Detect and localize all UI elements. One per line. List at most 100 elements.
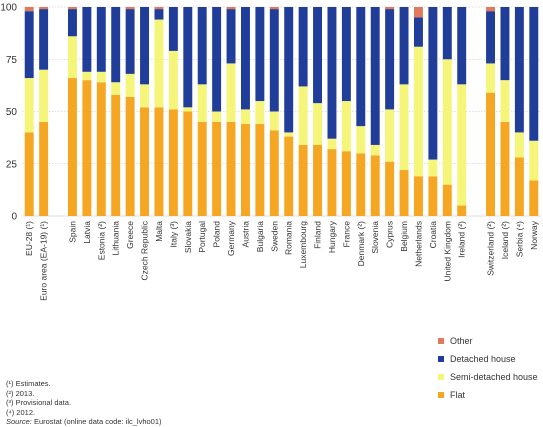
bar-segment-semi-detached-house xyxy=(212,111,222,122)
legend-swatch-flat xyxy=(438,392,444,398)
x-tick-label: Iceland (²) xyxy=(500,221,510,259)
footnote-estimates: (¹) Estimates. xyxy=(6,379,51,388)
x-tick-label: Hungary xyxy=(327,220,337,253)
bar-segment-semi-detached-house xyxy=(486,63,496,93)
bar-segment-flat xyxy=(486,92,496,216)
bar-segment-semi-detached-house xyxy=(385,109,395,162)
bar-segment-other xyxy=(385,7,395,10)
x-tick-label: Italy (³) xyxy=(168,221,178,248)
bar-segment-semi-detached-house xyxy=(226,63,236,122)
bar-segment-flat xyxy=(212,121,222,216)
bar-segment-flat xyxy=(240,124,250,216)
bar-segment-detached-house xyxy=(313,7,323,104)
bar-segment-flat xyxy=(269,130,279,216)
footnote-2013: (²) 2013. xyxy=(6,388,35,398)
bar-segment-detached-house xyxy=(284,7,294,133)
bar-segment-flat xyxy=(39,121,49,216)
x-tick-label: Netherlands xyxy=(413,221,423,267)
legend-swatch-other xyxy=(438,338,444,344)
x-tick-label: Spain xyxy=(67,221,77,243)
bar-segment-detached-house xyxy=(197,7,207,85)
x-tick-label: United Kingdom xyxy=(442,221,452,281)
bar-segment-flat xyxy=(226,121,236,216)
bar-segment-detached-house xyxy=(442,7,452,60)
bar-segment-detached-house xyxy=(356,7,366,127)
bar-segment-other xyxy=(125,7,135,10)
legend: Other Detached house Semi-detached house… xyxy=(438,332,538,404)
bar-segment-flat xyxy=(298,144,308,216)
bar-segment-detached-house xyxy=(413,17,423,47)
bar-segment-flat xyxy=(67,78,77,216)
footnote-provisional: (³) Provisional data. xyxy=(6,398,72,407)
x-tick-label: EU-28 (¹) xyxy=(24,221,34,256)
bar-segment-flat xyxy=(356,153,366,216)
bar-segment-semi-detached-house xyxy=(39,69,49,122)
bar-segment-flat xyxy=(96,82,106,217)
x-tick-label: Finland xyxy=(313,221,323,249)
bar-segment-semi-detached-house xyxy=(154,19,164,108)
bar-segment-flat xyxy=(370,155,380,216)
bar-segment-other xyxy=(226,7,236,10)
x-tick-label: Germany xyxy=(226,220,236,256)
x-tick-label: Sweden xyxy=(269,221,279,252)
bar-segment-semi-detached-house xyxy=(140,84,150,108)
bar-segment-semi-detached-house xyxy=(370,144,380,156)
bar-segment-flat xyxy=(111,94,121,216)
bar-segment-semi-detached-house xyxy=(298,86,308,145)
x-tick-label: Portugal xyxy=(197,221,207,253)
x-tick-label: Romania xyxy=(284,221,294,255)
bar-segment-other xyxy=(39,7,49,10)
y-tick-label: 100 xyxy=(0,3,17,14)
bar-segment-flat xyxy=(442,184,452,216)
bar-segment-flat xyxy=(125,96,135,216)
bar-segment-flat xyxy=(24,132,34,216)
bar-segment-detached-house xyxy=(24,11,34,79)
y-tick-label: 75 xyxy=(6,55,18,66)
bar-segment-detached-house xyxy=(168,7,178,51)
bar-segment-detached-house xyxy=(39,9,49,70)
bar-segment-flat xyxy=(514,157,524,216)
x-tick-label: Austria xyxy=(240,221,250,248)
bar-segment-detached-house xyxy=(125,9,135,74)
bar-segment-other xyxy=(486,7,496,12)
x-tick-label: Czech Republic xyxy=(140,220,150,280)
bar-segment-semi-detached-house xyxy=(255,101,265,125)
bar-segment-detached-house xyxy=(226,9,236,64)
x-tick-label: Cyprus xyxy=(385,221,395,248)
bar-segment-other xyxy=(154,7,164,10)
bar-segment-detached-house xyxy=(96,7,106,72)
x-tick-label: Serbia (⁴) xyxy=(514,221,524,257)
bar-segment-flat xyxy=(457,205,467,216)
bar-segment-semi-detached-house xyxy=(82,71,92,81)
source-label: Source: xyxy=(6,417,32,426)
bar-segment-detached-house xyxy=(269,9,279,112)
bar-segment-semi-detached-house xyxy=(111,82,121,95)
x-tick-label: France xyxy=(341,221,351,248)
bar-segment-semi-detached-house xyxy=(96,71,106,83)
legend-label-detached: Detached house xyxy=(450,354,516,364)
x-tick-label: Slovakia xyxy=(183,221,193,253)
bar-segment-detached-house xyxy=(111,7,121,83)
source-text: Eurostat (online data code: ilc_lvho01) xyxy=(31,417,162,426)
bar-segment-detached-house xyxy=(212,7,222,112)
bar-segment-flat xyxy=(284,136,294,216)
bar-segment-detached-house xyxy=(82,7,92,72)
legend-label-flat: Flat xyxy=(450,390,466,400)
bar-segment-semi-detached-house xyxy=(269,111,279,131)
bar-segment-detached-house xyxy=(240,7,250,110)
x-tick-label: Latvia xyxy=(82,221,92,244)
bar-segment-flat xyxy=(413,176,423,216)
bar-segment-semi-detached-house xyxy=(67,36,77,79)
bar-segment-flat xyxy=(399,170,409,216)
bar-segment-semi-detached-house xyxy=(183,107,193,112)
bar-segment-other xyxy=(67,7,77,10)
bar-segment-detached-house xyxy=(457,7,467,85)
bar-segment-flat xyxy=(140,107,150,216)
bar-segment-flat xyxy=(255,124,265,216)
x-tick-label: Switzerland (²) xyxy=(486,221,496,276)
bar-segment-detached-house xyxy=(370,7,380,145)
legend-item-detached: Detached house xyxy=(438,350,538,368)
source-line: Source: Eurostat (online data code: ilc_… xyxy=(6,417,162,427)
x-tick-label: Luxembourg xyxy=(298,221,308,269)
bar-segment-flat xyxy=(197,121,207,216)
